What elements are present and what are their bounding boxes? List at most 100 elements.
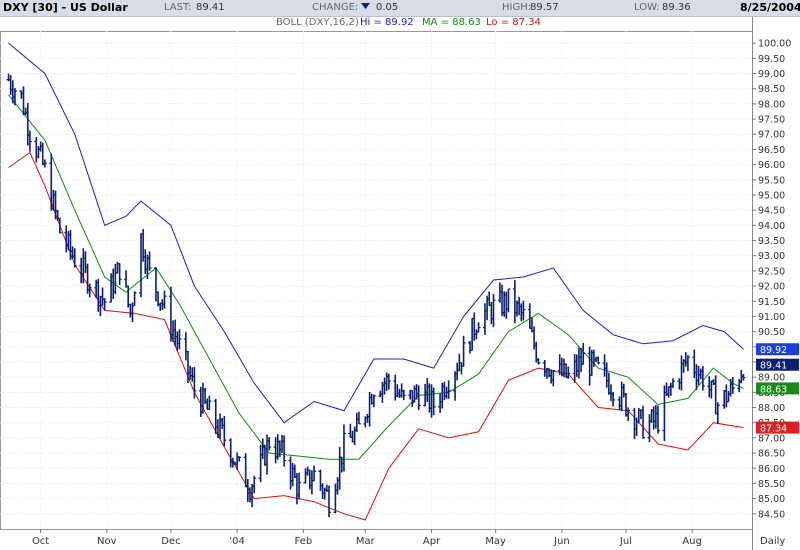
change-value: 0.05 bbox=[376, 2, 399, 13]
series-lines bbox=[8, 42, 744, 521]
grid bbox=[0, 17, 753, 550]
y-tick-label: 85.50 bbox=[758, 479, 785, 490]
change-label: CHANGE: bbox=[312, 2, 359, 13]
price-bar bbox=[741, 374, 746, 381]
price-bar bbox=[476, 322, 481, 333]
price-bar bbox=[177, 329, 182, 350]
y-tick-label: 97.50 bbox=[758, 115, 785, 126]
y-tick-label: 100.00 bbox=[758, 39, 791, 50]
svg-text:88.63: 88.63 bbox=[760, 384, 787, 395]
y-tick-label: 99.00 bbox=[758, 69, 785, 80]
y-tick-label: 91.50 bbox=[758, 297, 785, 308]
last-value: 89.41 bbox=[196, 2, 225, 13]
y-tick-label: 97.00 bbox=[758, 130, 785, 141]
price-bar bbox=[641, 405, 646, 439]
y-tick-label: 95.00 bbox=[758, 190, 785, 201]
quote-header: DXY [30] - US Dollar LAST: 89.41 CHANGE:… bbox=[0, 0, 800, 17]
price-bar bbox=[124, 270, 129, 288]
price-bar bbox=[446, 380, 451, 399]
x-tick-label: Jul bbox=[619, 536, 632, 547]
price-bar bbox=[147, 251, 152, 271]
x-tick-label: '04 bbox=[229, 536, 244, 547]
price-bar bbox=[551, 369, 556, 387]
x-tick-label: May bbox=[485, 536, 506, 547]
price-bar bbox=[401, 389, 406, 401]
y-tick-label: 87.00 bbox=[758, 433, 785, 444]
price-bar bbox=[87, 283, 92, 298]
price-bar bbox=[132, 291, 137, 307]
last-label: LAST: bbox=[164, 2, 192, 13]
price-bar bbox=[416, 385, 421, 411]
price-bar bbox=[192, 367, 197, 399]
x-tick-label: Jun bbox=[553, 536, 570, 547]
last-value-tag: 89.41 bbox=[756, 358, 799, 372]
price-bar bbox=[371, 394, 376, 408]
value-tags: 89.92 89.41 88.63 87.34 bbox=[756, 343, 799, 435]
y-tick-label: 96.00 bbox=[758, 160, 785, 171]
legend-hi: Hi = 89.92 bbox=[360, 17, 414, 28]
y-tick-label: 90.50 bbox=[758, 327, 785, 338]
price-bar bbox=[730, 377, 735, 394]
x-tick-label: Feb bbox=[295, 536, 313, 547]
price-bar bbox=[700, 366, 705, 391]
price-bar bbox=[491, 294, 496, 327]
y-tick-label: 93.50 bbox=[758, 236, 785, 247]
x-tick-label: Aug bbox=[682, 536, 702, 547]
price-bar bbox=[282, 435, 287, 467]
x-tick-label: Mar bbox=[356, 536, 376, 547]
svg-text:89.92: 89.92 bbox=[760, 345, 787, 356]
price-bar bbox=[42, 159, 47, 168]
y-tick-label: 94.50 bbox=[758, 206, 785, 217]
ma-value-tag: 88.63 bbox=[756, 382, 799, 395]
price-bar bbox=[581, 342, 586, 365]
price-bars bbox=[6, 73, 746, 518]
price-bar bbox=[386, 373, 391, 390]
y-tick-label: 93.00 bbox=[758, 251, 785, 262]
high-label: HIGH: bbox=[502, 2, 532, 13]
lower-band-line bbox=[8, 151, 744, 521]
price-bar bbox=[117, 262, 122, 285]
price-bar bbox=[237, 456, 242, 462]
chart-title: DXY [30] - US Dollar bbox=[3, 1, 128, 14]
price-bar bbox=[356, 411, 361, 425]
y-tick-label: 89.00 bbox=[758, 373, 785, 384]
price-bar bbox=[297, 472, 302, 500]
price-bar bbox=[252, 475, 257, 494]
y-tick-label: 86.50 bbox=[758, 449, 785, 460]
x-tick-label: Oct bbox=[32, 536, 49, 547]
y-tick-label: 98.50 bbox=[758, 84, 785, 95]
high-value: 89.57 bbox=[530, 2, 559, 13]
price-bar bbox=[656, 405, 660, 434]
x-tick-label: Dec bbox=[161, 536, 180, 547]
price-bar bbox=[461, 335, 466, 367]
price-bar bbox=[12, 88, 17, 106]
price-bar bbox=[536, 358, 541, 365]
price-bar bbox=[431, 387, 436, 416]
svg-text:89.41: 89.41 bbox=[760, 361, 787, 372]
price-bar bbox=[670, 378, 675, 388]
x-tick-label: Nov bbox=[97, 536, 117, 547]
y-tick-label: 84.50 bbox=[758, 509, 785, 520]
y-tick-label: 86.00 bbox=[758, 464, 785, 475]
price-bar bbox=[327, 485, 331, 518]
y-tick-label: 92.00 bbox=[758, 282, 785, 293]
hi-value-tag: 89.92 bbox=[756, 343, 799, 356]
price-bar bbox=[72, 248, 77, 268]
price-bar bbox=[566, 366, 571, 379]
y-tick-label: 92.50 bbox=[758, 266, 785, 277]
quote-date: 8/25/2004 bbox=[740, 1, 800, 14]
low-value: 89.36 bbox=[662, 2, 691, 13]
y-tick-label: 96.50 bbox=[758, 145, 785, 156]
price-bar bbox=[27, 130, 32, 152]
x-axis: Oct Nov Dec '04 Feb Mar Apr May Jun Jul Aug Daily bbox=[32, 529, 785, 547]
y-tick-label: 99.50 bbox=[758, 54, 785, 65]
upper-band-line bbox=[8, 42, 744, 424]
x-tick-label: Apr bbox=[423, 536, 441, 547]
price-bar bbox=[222, 415, 227, 447]
price-bar bbox=[312, 465, 317, 482]
price-bar bbox=[57, 217, 62, 234]
price-bar bbox=[207, 395, 212, 410]
y-tick-label: 88.00 bbox=[758, 403, 785, 414]
low-label: LOW: bbox=[634, 2, 660, 13]
price-bar bbox=[162, 290, 167, 309]
